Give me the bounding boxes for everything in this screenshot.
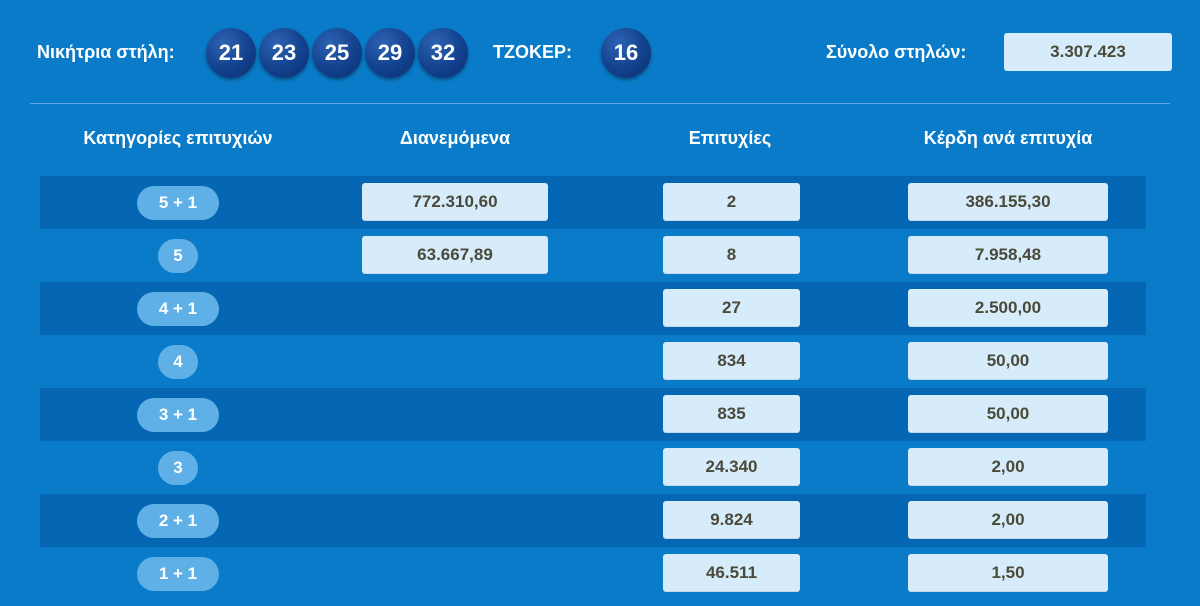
winners-count: 9.824 [663, 501, 800, 539]
table-row: 4 834 50,00 [40, 335, 1146, 388]
joker-label: ΤΖΟΚΕΡ: [493, 42, 572, 62]
prize-per-winner: 386.155,30 [908, 183, 1108, 221]
prize-per-winner: 1,50 [908, 554, 1108, 592]
prize-per-winner: 2,00 [908, 448, 1108, 486]
total-columns-label: Σύνολο στηλών: [826, 42, 967, 62]
prize-per-winner: 50,00 [908, 342, 1108, 380]
distributed-amount: 772.310,60 [362, 183, 548, 221]
winners-count: 2 [663, 183, 800, 221]
winning-number-ball: 21 [206, 28, 256, 78]
winners-count: 834 [663, 342, 800, 380]
prize-per-winner: 50,00 [908, 395, 1108, 433]
category-pill: 5 + 1 [137, 186, 219, 220]
table-row: 5 63.667,89 8 7.958,48 [40, 229, 1146, 282]
header-divider [30, 103, 1170, 104]
winning-number-ball: 23 [259, 28, 309, 78]
table-row: 3 24.340 2,00 [40, 441, 1146, 494]
winning-numbers-bar: Νικήτρια στήλη: 21 23 25 29 32 ΤΖΟΚΕΡ: 1… [0, 0, 1200, 104]
winners-count: 24.340 [663, 448, 800, 486]
category-pill: 1 + 1 [137, 557, 219, 591]
prize-per-winner: 2.500,00 [908, 289, 1108, 327]
distributed-amount: 63.667,89 [362, 236, 548, 274]
column-header-prize-per-winner: Κέρδη ανά επιτυχία [923, 128, 1093, 148]
column-header-categories: Κατηγορίες επιτυχιών [83, 128, 273, 148]
winning-number-ball: 32 [418, 28, 468, 78]
total-columns-value: 3.307.423 [1004, 33, 1172, 71]
joker-number-ball: 16 [601, 28, 651, 78]
column-header-winners: Επιτυχίες [688, 128, 772, 148]
prize-per-winner: 2,00 [908, 501, 1108, 539]
winners-count: 27 [663, 289, 800, 327]
table-row: 5 + 1 772.310,60 2 386.155,30 [40, 176, 1146, 229]
winners-count: 8 [663, 236, 800, 274]
prize-per-winner: 7.958,48 [908, 236, 1108, 274]
winning-number-ball: 29 [365, 28, 415, 78]
category-pill: 4 + 1 [137, 292, 219, 326]
table-row: 4 + 1 27 2.500,00 [40, 282, 1146, 335]
category-pill: 5 [158, 239, 198, 273]
category-pill: 3 [158, 451, 198, 485]
winners-count: 46.511 [663, 554, 800, 592]
winners-count: 835 [663, 395, 800, 433]
column-header-distributed: Διανεμόμενα [399, 128, 511, 148]
winning-column-label: Νικήτρια στήλη: [37, 42, 175, 62]
category-pill: 2 + 1 [137, 504, 219, 538]
table-row: 1 + 1 46.511 1,50 [40, 547, 1146, 600]
winning-number-ball: 25 [312, 28, 362, 78]
category-pill: 4 [158, 345, 198, 379]
table-row: 3 + 1 835 50,00 [40, 388, 1146, 441]
table-row: 2 + 1 9.824 2,00 [40, 494, 1146, 547]
category-pill: 3 + 1 [137, 398, 219, 432]
